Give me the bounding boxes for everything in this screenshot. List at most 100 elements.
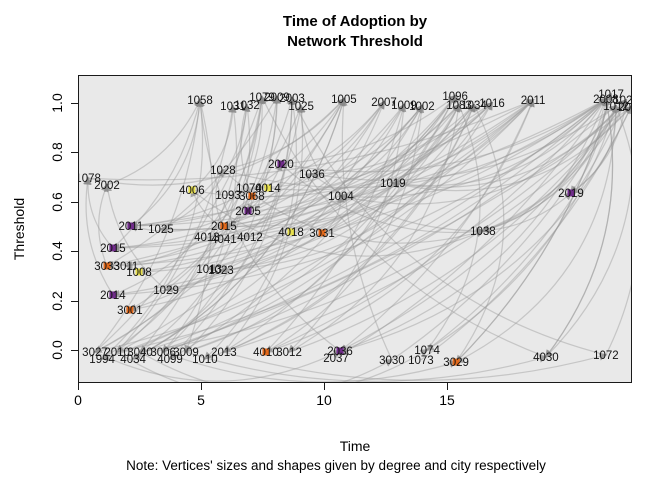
vertex-label: 4030 xyxy=(533,352,559,364)
edge xyxy=(112,98,608,296)
vertex-label: 1079 xyxy=(249,92,275,104)
vertex-label: 3068 xyxy=(239,191,265,203)
edge xyxy=(223,101,494,227)
edge xyxy=(185,96,297,353)
edge xyxy=(191,104,237,191)
vertex-marker xyxy=(220,222,228,230)
y-tick-label: 0.6 xyxy=(49,192,65,212)
vertex-label: 1036 xyxy=(299,169,325,181)
edge xyxy=(206,95,267,238)
edge xyxy=(111,99,534,299)
edge xyxy=(130,98,204,227)
edge xyxy=(94,97,345,353)
vertex-marker xyxy=(188,186,196,194)
vertex-marker xyxy=(109,244,117,252)
vertex-label: 2011 xyxy=(521,95,546,107)
edge xyxy=(137,95,456,276)
edge xyxy=(101,98,535,360)
vertex-label: 4099 xyxy=(157,354,183,366)
x-axis-title: Time xyxy=(339,438,371,454)
edge xyxy=(454,105,617,363)
edge xyxy=(112,95,266,296)
edge xyxy=(391,98,607,188)
edge xyxy=(116,100,385,353)
x-tick-label: 10 xyxy=(316,392,332,408)
edge xyxy=(207,104,475,272)
edge xyxy=(169,104,423,360)
y-tick-label: 0.2 xyxy=(49,290,65,311)
vertex-label: 4010 xyxy=(253,347,279,359)
vertex-label: 2014 xyxy=(100,290,126,302)
edge xyxy=(425,105,617,351)
edge xyxy=(455,103,505,363)
edge xyxy=(138,103,405,273)
vertex-label: 4006 xyxy=(179,185,205,197)
vertex-label: 2011 xyxy=(119,221,144,233)
edge xyxy=(162,351,458,382)
edge xyxy=(392,103,460,184)
edge xyxy=(191,103,461,198)
vertex-marker xyxy=(262,348,270,356)
edge xyxy=(291,96,607,356)
edge xyxy=(162,95,281,353)
edge xyxy=(162,105,238,354)
vertex-label: 1029 xyxy=(153,285,179,297)
edge xyxy=(247,104,423,212)
vertex-label: 1070 xyxy=(236,183,262,195)
y-tick-label: 0.4 xyxy=(49,241,65,261)
vertex-label: 2004 xyxy=(618,102,631,114)
vertex-marker xyxy=(127,222,135,230)
x-tick-label: 5 xyxy=(197,392,205,408)
edge xyxy=(162,101,493,353)
edge xyxy=(106,98,201,186)
vertex-label: 1013 xyxy=(196,264,222,276)
edge xyxy=(265,97,607,353)
vertex-label: 4014 xyxy=(255,183,281,195)
edge xyxy=(115,96,263,354)
vertex-label: 3012 xyxy=(276,347,302,359)
edge xyxy=(164,104,475,293)
edge xyxy=(223,104,306,353)
edge xyxy=(339,97,393,361)
edge xyxy=(544,98,614,359)
y-tick xyxy=(71,300,78,302)
edge xyxy=(116,104,237,353)
edge xyxy=(339,98,535,352)
edge xyxy=(165,96,295,291)
edge xyxy=(223,105,631,353)
vertex-label: 1083 xyxy=(446,100,472,112)
x-tick xyxy=(78,383,79,390)
vertex-marker xyxy=(567,189,575,197)
edge xyxy=(191,189,485,257)
edge xyxy=(219,104,460,274)
vertex-label: 1025 xyxy=(148,224,174,236)
vertex-label: 2020 xyxy=(268,159,294,171)
edge xyxy=(185,104,425,353)
edge xyxy=(101,98,205,360)
edge xyxy=(132,97,347,360)
edge xyxy=(139,98,628,353)
vertex-label: 1031 xyxy=(220,101,246,113)
edge xyxy=(105,104,405,270)
vertex-marker xyxy=(126,306,134,314)
vertex-label: 1012 xyxy=(603,101,629,113)
edge xyxy=(129,104,303,311)
vertex-label: 3011 xyxy=(114,261,139,273)
edge xyxy=(261,95,547,358)
edge xyxy=(204,103,476,360)
y-tick-label: 0.8 xyxy=(49,142,65,163)
edge xyxy=(391,106,631,192)
vertex-label: 2015 xyxy=(211,221,237,233)
chart-title-line2: Network Threshold xyxy=(287,33,423,50)
edge xyxy=(107,98,608,267)
edge xyxy=(544,106,631,359)
y-tick xyxy=(71,251,78,253)
edge xyxy=(208,94,457,270)
edge xyxy=(264,105,423,353)
vertex-marker xyxy=(135,268,143,276)
vertex-label: 3030 xyxy=(379,355,405,367)
edge xyxy=(545,97,614,358)
edge xyxy=(93,96,278,353)
vertex-label: 2015 xyxy=(100,243,126,255)
edge xyxy=(223,98,608,240)
